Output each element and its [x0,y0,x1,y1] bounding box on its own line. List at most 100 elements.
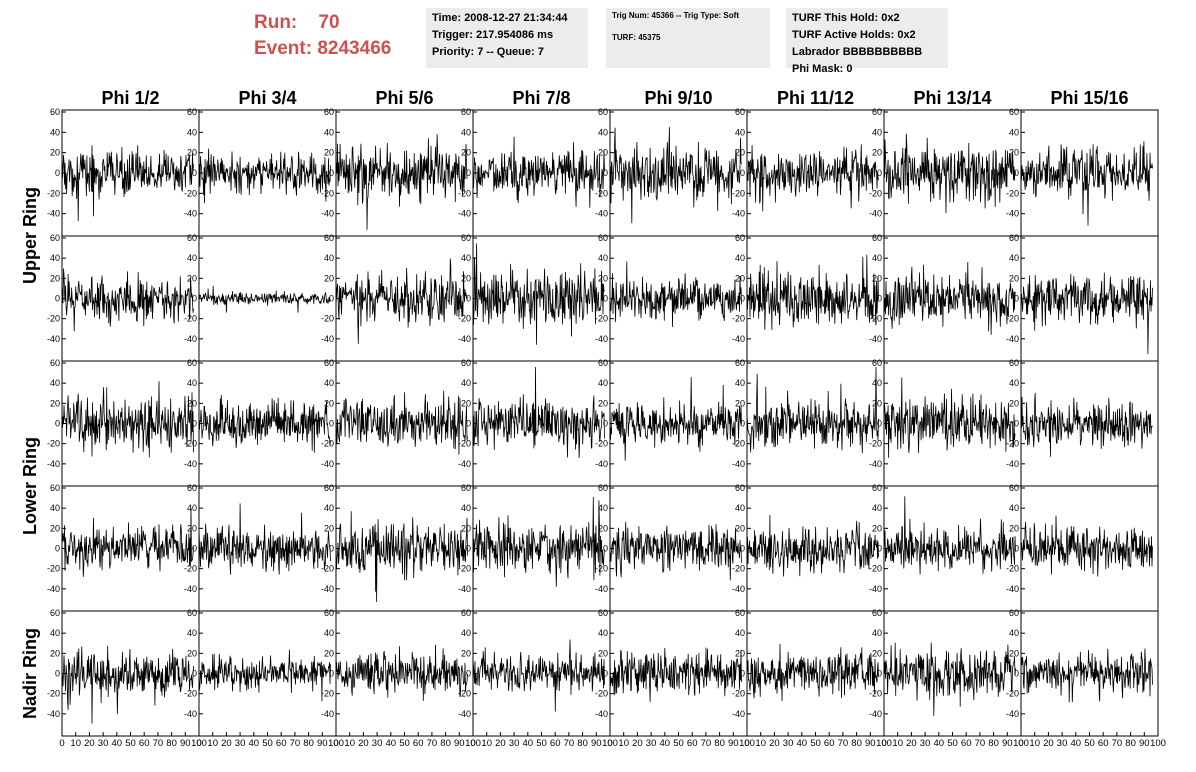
y-tick-label-r4-c2--40: -40 [184,584,197,594]
y-tick-label-r4-c8-20: 20 [1009,523,1019,533]
row-label-nadir-ring: Nadir Ring [20,628,40,719]
y-tick-label-r5-c6-0: 0 [740,669,745,679]
x-tick-label-c6-10: 10 [755,738,766,749]
x-tick-label-c4-90: 90 [591,738,602,749]
y-tick-label-r4-c7-60: 60 [872,483,882,493]
y-tick-label-r5-c1-20: 20 [50,648,60,658]
y-tick-label-r1-c1-60: 60 [50,107,60,117]
y-tick-label-r3-c5--20: -20 [595,439,608,449]
waveform-trace-r5-c8 [1020,648,1153,703]
x-tick-label-c8-20: 20 [1043,738,1054,749]
y-tick-label-r5-c4-60: 60 [461,608,471,618]
y-tick-label-r3-c2-60: 60 [187,358,197,368]
y-tick-label-r4-c6-20: 20 [735,523,745,533]
y-tick-label-r4-c8--20: -20 [1006,564,1019,574]
waveform-trace-r1-c4 [472,136,605,208]
x-tick-label-c3-80: 80 [440,738,451,749]
y-tick-label-r5-c8-40: 40 [1009,628,1019,638]
y-tick-label-r3-c1-20: 20 [50,398,60,408]
waveform-trace-r4-c7 [883,496,1016,575]
y-tick-label-r4-c1-0: 0 [55,544,60,554]
y-tick-label-r2-c5--40: -40 [595,334,608,344]
y-tick-label-r2-c4-60: 60 [461,233,471,243]
y-tick-label-r2-c8--20: -20 [1006,314,1019,324]
y-tick-label-r5-c8-60: 60 [1009,608,1019,618]
x-tick-label-c6-30: 30 [783,738,794,749]
x-tick-label-c1-70: 70 [153,738,164,749]
y-tick-label-r2-c1-0: 0 [55,294,60,304]
y-tick-label-r2-c4-0: 0 [466,294,471,304]
y-tick-label-r4-c3--20: -20 [321,564,334,574]
y-tick-label-r4-c1--20: -20 [47,564,60,574]
x-tick-label-c8-50: 50 [1084,738,1095,749]
turf-hold-text: TURF This Hold: 0x2 [792,12,900,24]
y-tick-label-r1-c4-20: 20 [461,148,471,158]
x-tick-label-c8-70: 70 [1112,738,1123,749]
y-tick-label-r4-c4-60: 60 [461,483,471,493]
x-tick-label-c7-100: 100 [1013,738,1029,749]
column-title-2: Phi 3/4 [238,88,296,108]
x-tick-label-c4-30: 30 [509,738,520,749]
y-tick-label-r1-c6-40: 40 [735,127,745,137]
y-tick-label-r4-c2-60: 60 [187,483,197,493]
x-tick-label-c5-100: 100 [739,738,755,749]
y-tick-label-r1-c8-0: 0 [1014,168,1019,178]
y-tick-label-r3-c3-60: 60 [324,358,334,368]
y-tick-label-r1-c8-40: 40 [1009,127,1019,137]
waveform-trace-r2-c4 [472,243,605,345]
y-tick-label-r3-c3--20: -20 [321,439,334,449]
y-tick-label-r2-c5-40: 40 [598,253,608,263]
row-label-upper-ring: Upper Ring [20,187,40,284]
y-tick-label-r3-c4-0: 0 [466,419,471,429]
y-tick-label-r1-c6-0: 0 [740,168,745,178]
y-tick-label-r2-c1--40: -40 [47,334,60,344]
y-tick-label-r5-c1--40: -40 [47,709,60,719]
y-tick-label-r5-c3-40: 40 [324,628,334,638]
y-tick-label-r5-c4--40: -40 [458,709,471,719]
y-tick-label-r2-c7-0: 0 [877,294,882,304]
waveform-trace-r4-c6 [746,515,879,577]
x-tick-label-c6-100: 100 [876,738,892,749]
y-tick-label-r5-c8-0: 0 [1014,669,1019,679]
x-tick-label-c7-90: 90 [1002,738,1013,749]
y-tick-label-r4-c1-40: 40 [50,503,60,513]
y-tick-label-r3-c6-20: 20 [735,398,745,408]
y-tick-label-r3-c6-0: 0 [740,419,745,429]
y-tick-label-r2-c2-20: 20 [187,273,197,283]
y-tick-label-r5-c3-20: 20 [324,648,334,658]
y-tick-label-r5-c7-20: 20 [872,648,882,658]
waveform-trace-r2-c3 [335,258,468,344]
x-tick-label-c3-10: 10 [344,738,355,749]
y-tick-label-r2-c2-0: 0 [192,294,197,304]
waveform-trace-r5-c1 [61,645,194,724]
y-tick-label-r3-c5-0: 0 [603,419,608,429]
run-line: Run: 70 [254,10,391,36]
y-tick-label-r5-c5-40: 40 [598,628,608,638]
x-tick-label-c4-60: 60 [550,738,561,749]
y-tick-label-r5-c4-20: 20 [461,648,471,658]
x-tick-label-c2-60: 60 [276,738,287,749]
x-tick-label-c8-100: 100 [1150,738,1166,749]
y-tick-label-r4-c8-0: 0 [1014,544,1019,554]
y-tick-label-r4-c7-20: 20 [872,523,882,533]
y-tick-label-r3-c6-40: 40 [735,378,745,388]
x-tick-label-c6-40: 40 [797,738,808,749]
panel-frame-r2-c7 [883,235,1022,362]
waveform-trace-r2-c8 [1020,272,1153,355]
y-tick-label-r2-c8-60: 60 [1009,233,1019,243]
y-tick-label-r1-c5-20: 20 [598,148,608,158]
y-tick-label-r4-c5-0: 0 [603,544,608,554]
y-tick-label-r1-c2-20: 20 [187,148,197,158]
waveform-trace-r2-c5 [609,261,742,328]
y-tick-label-r2-c5-60: 60 [598,233,608,243]
y-tick-label-r4-c5--20: -20 [595,564,608,574]
y-tick-label-r5-c4-40: 40 [461,628,471,638]
x-tick-label-c1-90: 90 [180,738,191,749]
y-tick-label-r1-c3-20: 20 [324,148,334,158]
y-tick-label-r3-c1-40: 40 [50,378,60,388]
y-tick-label-r5-c5-20: 20 [598,648,608,658]
y-tick-label-r4-c4--20: -20 [458,564,471,574]
y-tick-label-r4-c6-40: 40 [735,503,745,513]
x-tick-label-c7-70: 70 [975,738,986,749]
x-tick-label-c6-60: 60 [824,738,835,749]
